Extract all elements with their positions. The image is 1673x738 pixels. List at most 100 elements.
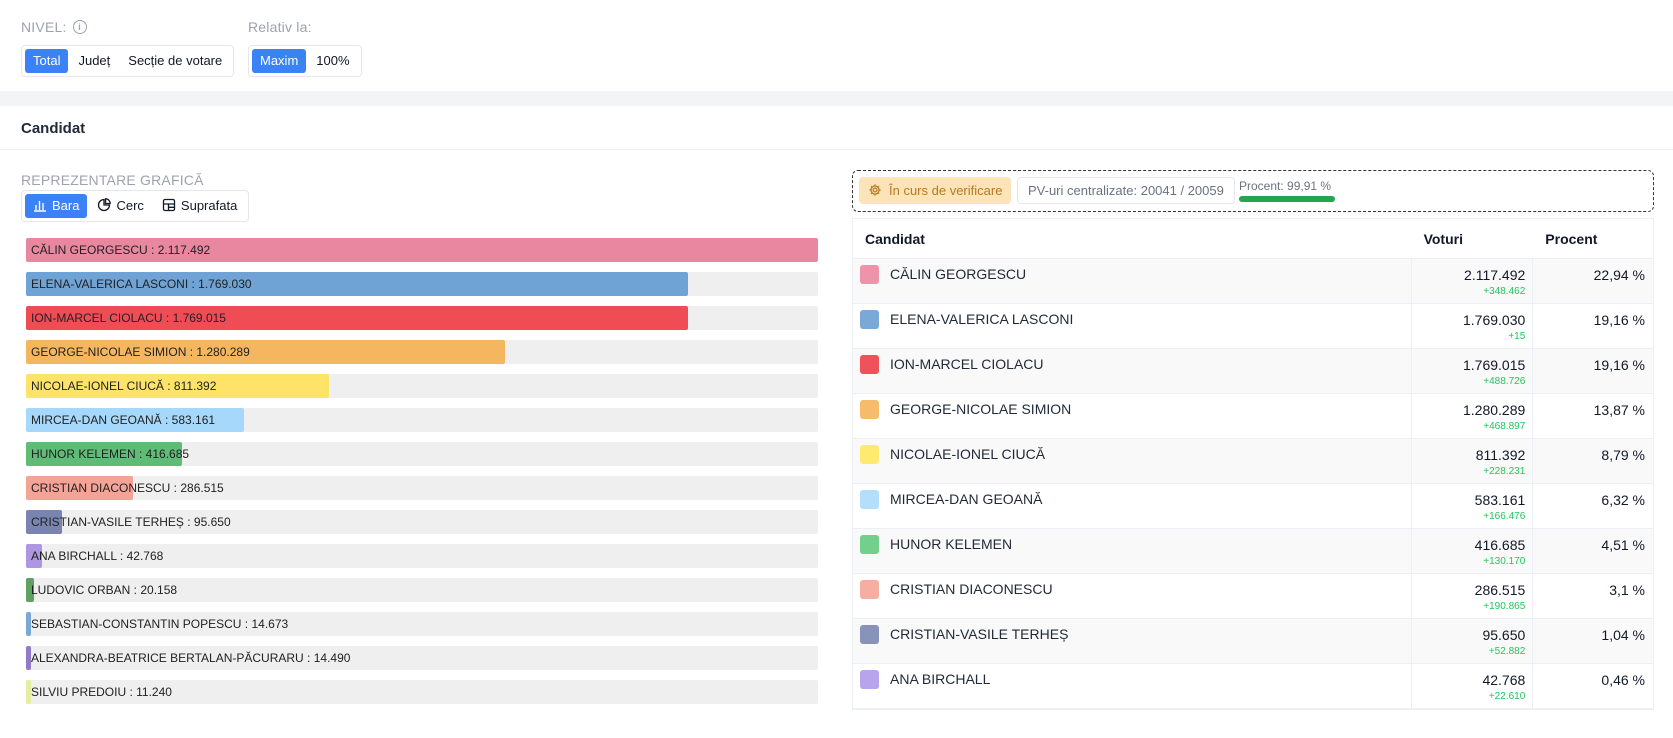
color-swatch	[860, 669, 879, 689]
bar-row[interactable]: LUDOVIC ORBAN : 20.158	[26, 578, 818, 602]
candidate-name: GEORGE-NICOLAE SIMION	[890, 401, 1072, 417]
bar-row[interactable]: CĂLIN GEORGESCU : 2.117.492	[26, 238, 818, 262]
candidate-name: CĂLIN GEORGESCU	[890, 266, 1027, 282]
votes-value: 416.685	[1474, 537, 1526, 553]
percent-cell: 19,16 %	[1593, 357, 1645, 373]
table-row[interactable]: NICOLAE-IONEL CIUCĂ 811.392 +228.231 8,79 %	[853, 439, 1653, 484]
candidate-name: CRISTIAN DIACONESCU	[890, 581, 1053, 597]
chart-type-circle[interactable]: Cerc	[89, 194, 151, 218]
candidate-cell: GEORGE-NICOLAE SIMION	[853, 394, 1412, 438]
header-procent[interactable]: Procent	[1545, 230, 1598, 247]
chart-type-bar-label: Bara	[52, 198, 80, 213]
chart-type-bar[interactable]: Bara	[25, 194, 88, 218]
candidate-name: ELENA-VALERICA LASCONI	[890, 311, 1074, 327]
table-row[interactable]: ANA BIRCHALL 42.768 +22.610 0,46 %	[853, 664, 1653, 709]
votes-value: 811.392	[1475, 447, 1526, 463]
bar-mark	[26, 476, 134, 500]
bar-label: NICOLAE-IONEL CIUCĂ : 811.392	[31, 379, 217, 393]
info-icon[interactable]: i	[72, 20, 87, 34]
votes-value: 1.769.015	[1462, 357, 1526, 373]
bar-row[interactable]: SILVIU PREDOIU : 11.240	[26, 680, 818, 704]
bar-mark	[26, 306, 688, 330]
votes-delta: +166.476	[1483, 511, 1526, 522]
bar-row[interactable]: SEBASTIAN-CONSTANTIN POPESCU : 14.673	[26, 612, 818, 636]
bar-label: ANA BIRCHALL : 42.768	[31, 549, 164, 563]
votes-cell: 811.392 +228.231	[1412, 439, 1534, 483]
bar-row[interactable]: NICOLAE-IONEL CIUCĂ : 811.392	[26, 374, 818, 398]
nivel-option-judet[interactable]: Județ	[78, 53, 111, 68]
chart-type-area[interactable]: Suprafata	[154, 194, 245, 218]
header-candidat[interactable]: Candidat	[865, 230, 925, 247]
votes-delta: +468.897	[1483, 421, 1526, 432]
candidate-name: NICOLAE-IONEL CIUCĂ	[890, 446, 1046, 462]
candidate-name: ION-MARCEL CIOLACU	[890, 356, 1044, 372]
completion-progress-fill	[1239, 196, 1335, 202]
chart-type-area-label: Suprafata	[180, 198, 238, 213]
table-row[interactable]: GEORGE-NICOLAE SIMION 1.280.289 +468.897 13…	[853, 394, 1653, 439]
bar-mark	[26, 272, 688, 296]
bar-label: CRISTIAN-VASILE TERHEȘ : 95.650	[31, 515, 231, 529]
bar-chart-icon	[34, 201, 46, 212]
votes-delta: +52.882	[1488, 646, 1526, 657]
candidate-cell: CRISTIAN-VASILE TERHEȘ	[853, 619, 1412, 663]
candidate-cell: ELENA-VALERICA LASCONI	[853, 304, 1412, 348]
candidate-cell: NICOLAE-IONEL CIUCĂ	[853, 439, 1412, 483]
votes-delta: +348.462	[1483, 286, 1526, 297]
table-row[interactable]: CRISTIAN DIACONESCU 286.515 +190.865 3,1 %	[853, 574, 1653, 619]
nivel-option-total[interactable]: Total	[25, 49, 69, 73]
relativ-option-maxim[interactable]: Maxim	[252, 49, 307, 73]
verification-status-text: În curs de verificare	[889, 183, 1003, 198]
table-row[interactable]: HUNOR KELEMEN 416.685 +130.170 4,51 %	[853, 529, 1653, 574]
bar-row[interactable]: ION-MARCEL CIOLACU : 1.769.015	[26, 306, 818, 330]
treemap-icon	[162, 198, 176, 212]
bar-row[interactable]: CRISTIAN-VASILE TERHEȘ : 95.650	[26, 510, 818, 534]
votes-cell: 42.768 +22.610	[1412, 664, 1534, 708]
bar-row[interactable]: ELENA-VALERICA LASCONI : 1.769.030	[26, 272, 818, 296]
table-row[interactable]: CRISTIAN-VASILE TERHEȘ 95.650 +52.882 1,04 …	[853, 619, 1653, 664]
table-row[interactable]: ION-MARCEL CIOLACU 1.769.015 +488.726 19,16…	[853, 349, 1653, 394]
nivel-segmented-control: Total Județ Secție de votare	[21, 45, 235, 77]
color-swatch	[860, 624, 879, 644]
candidate-cell: MIRCEA-DAN GEOANĂ	[853, 484, 1412, 528]
color-swatch	[860, 444, 879, 464]
bar-row[interactable]: CRISTIAN DIACONESCU : 286.515	[26, 476, 818, 500]
nivel-option-sectie[interactable]: Secție de votare	[128, 53, 223, 68]
votes-value: 42.768	[1482, 672, 1526, 688]
nivel-label: NIVEL:	[21, 19, 67, 35]
percent-cell: 6,32 %	[1601, 492, 1645, 508]
header-voturi[interactable]: Voturi	[1423, 230, 1463, 247]
color-swatch	[860, 309, 879, 329]
table-row[interactable]: ELENA-VALERICA LASCONI 1.769.030 +15 19,16 …	[853, 304, 1653, 349]
percent-cell: 0,46 %	[1601, 672, 1645, 688]
table-body: CĂLIN GEORGESCU 2.117.492 +348.462 22,94 % E…	[853, 259, 1653, 709]
relativ-option-100[interactable]: 100%	[316, 53, 350, 68]
bar-label: ION-MARCEL CIOLACU : 1.769.015	[31, 311, 226, 325]
votes-cell: 583.161 +166.476	[1412, 484, 1534, 528]
bar-row[interactable]: GEORGE-NICOLAE SIMION : 1.280.289	[26, 340, 818, 364]
filter-panel: NIVEL: i Total Județ Secție de votare Re…	[0, 0, 1673, 91]
chart-type-circle-label: Cerc	[116, 198, 144, 213]
votes-cell: 95.650 +52.882	[1412, 619, 1534, 663]
table-row[interactable]: MIRCEA-DAN GEOANĂ 583.161 +166.476 6,32 %	[853, 484, 1653, 529]
table-row[interactable]: CĂLIN GEORGESCU 2.117.492 +348.462 22,94 %	[853, 259, 1653, 304]
bar-row[interactable]: MIRCEA-DAN GEOANĂ : 583.161	[26, 408, 818, 432]
candidate-cell: ANA BIRCHALL	[853, 664, 1412, 708]
bar-row[interactable]: HUNOR KELEMEN : 416.685	[26, 442, 818, 466]
votes-cell: 1.280.289 +468.897	[1412, 394, 1534, 438]
votes-delta: +15	[1508, 331, 1526, 342]
relativ-filter: Relativ la: Maxim 100%	[248, 18, 362, 77]
percent-cell: 8,79 %	[1601, 447, 1645, 463]
bar-mark	[26, 408, 245, 432]
percent-cell: 22,94 %	[1593, 267, 1645, 283]
bar-row[interactable]: ANA BIRCHALL : 42.768	[26, 544, 818, 568]
color-swatch	[860, 534, 879, 554]
bar-label: CĂLIN GEORGESCU : 2.117.492	[31, 243, 211, 257]
bar-label: CRISTIAN DIACONESCU : 286.515	[31, 481, 224, 495]
bar-row[interactable]: ALEXANDRA-BEATRICE BERTALAN-PĂCURARU : 1…	[26, 646, 818, 670]
votes-cell: 416.685 +130.170	[1412, 529, 1534, 573]
bar-mark	[26, 510, 62, 534]
votes-delta: +22.610	[1488, 691, 1526, 702]
completion-progress-track	[1239, 196, 1335, 202]
pv-count: PV-uri centralizate: 20041 / 20059	[1017, 177, 1235, 204]
votes-delta: +488.726	[1483, 376, 1526, 387]
